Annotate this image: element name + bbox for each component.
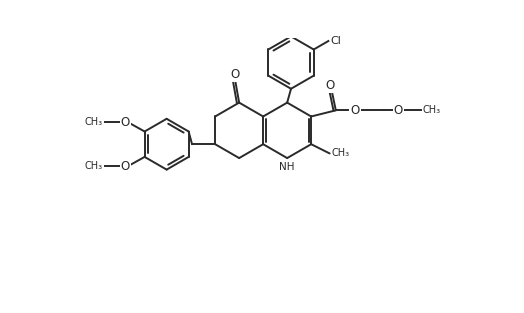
Text: CH₃: CH₃ xyxy=(85,117,103,127)
Text: O: O xyxy=(394,104,403,117)
Text: Cl: Cl xyxy=(330,36,341,46)
Text: O: O xyxy=(351,104,359,117)
Text: CH₃: CH₃ xyxy=(85,161,103,171)
Text: O: O xyxy=(121,160,130,173)
Text: CH₃: CH₃ xyxy=(331,148,350,158)
Text: O: O xyxy=(121,116,130,129)
Text: NH: NH xyxy=(279,162,295,172)
Text: CH₃: CH₃ xyxy=(422,105,440,115)
Text: O: O xyxy=(231,69,240,81)
Text: O: O xyxy=(326,79,335,92)
